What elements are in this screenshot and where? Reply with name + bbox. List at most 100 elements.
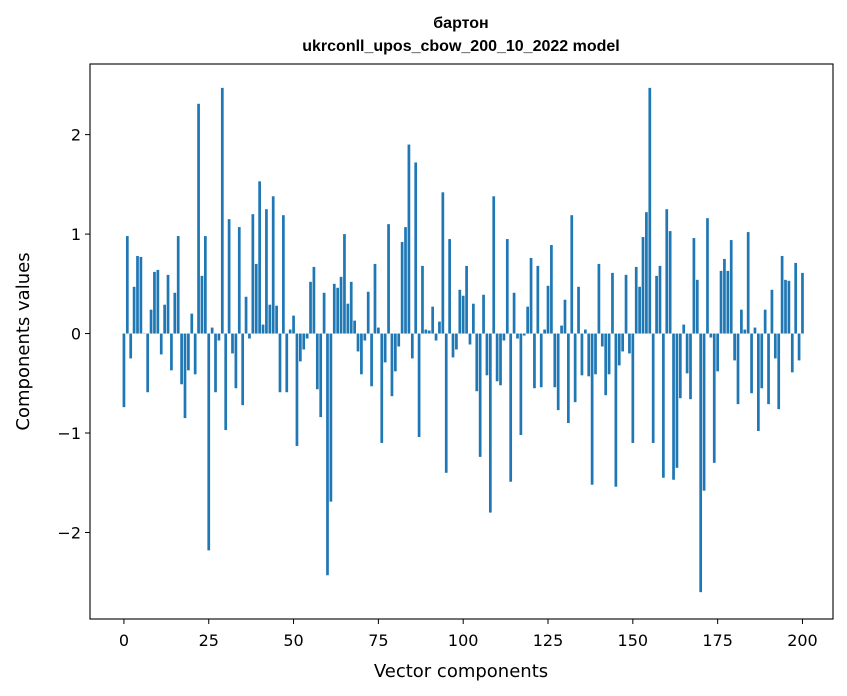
bar <box>309 281 312 334</box>
bar <box>753 327 757 334</box>
bar <box>458 289 462 334</box>
bar <box>597 263 601 334</box>
bar <box>706 218 709 334</box>
bar <box>295 333 299 446</box>
bar <box>539 333 543 388</box>
bar <box>773 333 777 359</box>
bar <box>231 333 234 354</box>
bar <box>600 333 604 347</box>
bar <box>621 333 625 352</box>
bar <box>149 309 153 334</box>
bar <box>485 333 489 376</box>
bar <box>122 333 126 408</box>
bar <box>740 309 743 334</box>
bar <box>248 333 251 339</box>
bar <box>455 333 458 350</box>
bar <box>594 333 597 375</box>
bar <box>227 219 231 334</box>
y-tick-label: 1 <box>71 225 81 244</box>
bar <box>617 333 621 366</box>
bar <box>200 275 204 334</box>
bar <box>346 303 350 334</box>
chart-subtitle: ukrconll_upos_cbow_200_10_2022 model <box>302 38 619 55</box>
bar <box>176 236 180 334</box>
bar <box>699 333 703 593</box>
bar <box>241 333 245 406</box>
bar <box>224 333 228 431</box>
bar <box>153 271 156 334</box>
bar <box>360 333 363 375</box>
bar <box>614 333 618 487</box>
y-tick-label: −1 <box>57 424 81 443</box>
bar <box>404 227 407 334</box>
bar <box>628 333 631 354</box>
bar <box>312 266 316 334</box>
x-tick-label: 175 <box>702 631 733 650</box>
bar <box>736 333 740 405</box>
bar <box>383 333 387 363</box>
bar <box>651 333 655 443</box>
bar <box>187 333 190 371</box>
bar <box>522 333 526 336</box>
bar <box>746 232 750 334</box>
bar <box>512 292 516 334</box>
bar <box>719 270 723 334</box>
bar <box>607 333 611 375</box>
bar <box>380 333 384 443</box>
y-tick-label: 0 <box>71 325 81 344</box>
bar <box>366 291 370 334</box>
bar <box>787 280 791 334</box>
bar <box>750 333 753 394</box>
bar <box>533 333 536 389</box>
bar <box>261 324 265 334</box>
bar <box>556 333 560 411</box>
bar <box>370 333 373 387</box>
bar <box>237 227 241 334</box>
bar <box>444 333 448 473</box>
bar <box>275 305 278 334</box>
bar <box>560 325 563 334</box>
bar <box>438 321 441 334</box>
bar <box>156 269 160 334</box>
bar <box>723 258 726 334</box>
y-tick-label: −2 <box>57 523 81 542</box>
bar <box>645 212 648 334</box>
bar <box>421 265 424 334</box>
bar <box>648 87 652 334</box>
y-axis-label: Components values <box>13 252 34 430</box>
x-axis-label: Vector components <box>374 661 548 682</box>
bar <box>529 257 533 334</box>
bar <box>268 304 272 334</box>
bar <box>655 275 658 334</box>
bar <box>173 292 177 334</box>
bar <box>417 333 421 437</box>
bar <box>136 255 139 334</box>
bar <box>427 330 431 334</box>
bar <box>298 333 302 362</box>
y-axis-ticks: −2 −1 0 1 2 <box>57 126 90 542</box>
bar <box>163 304 166 334</box>
bar <box>689 333 692 400</box>
bar <box>234 333 238 389</box>
bar <box>797 333 801 361</box>
bar <box>770 289 774 334</box>
bar <box>288 329 292 334</box>
bar <box>214 333 217 393</box>
bar <box>743 329 747 334</box>
bar <box>332 283 336 334</box>
x-axis-ticks: 0 25 50 75 100 125 150 175 200 <box>119 619 818 650</box>
bar <box>767 333 770 405</box>
x-tick-label: 100 <box>448 631 479 650</box>
bar <box>573 333 577 403</box>
bar <box>339 276 343 334</box>
bar <box>387 224 390 334</box>
bar <box>587 333 591 377</box>
bar <box>763 309 767 334</box>
bar <box>251 214 255 334</box>
x-tick-label: 150 <box>618 631 649 650</box>
bar <box>526 306 530 334</box>
bar <box>712 333 716 463</box>
bar <box>716 333 720 372</box>
bar <box>641 237 645 334</box>
